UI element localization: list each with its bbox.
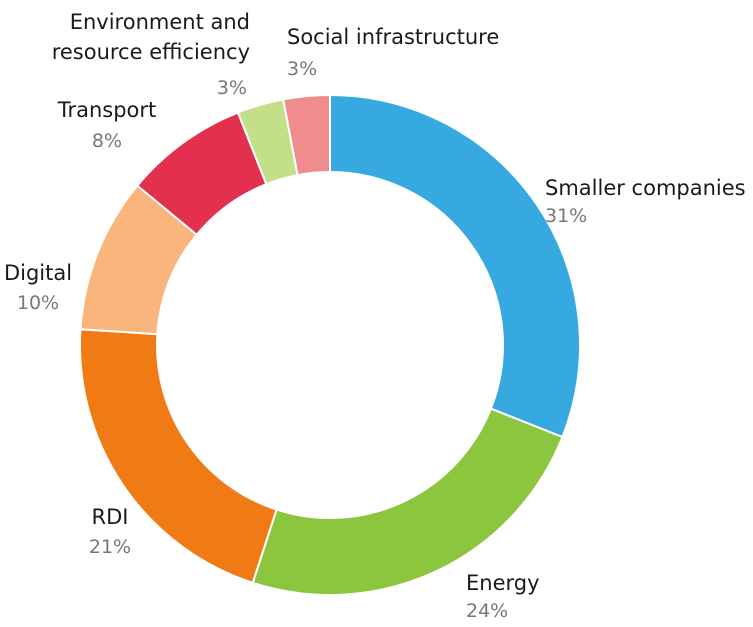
value-label-environment-and-resource-efficiency: 3% [217, 77, 247, 99]
value-label-smaller-companies: 31% [545, 205, 587, 227]
value-label-rdi: 21% [89, 536, 131, 558]
value-label-digital: 10% [17, 292, 59, 314]
label-smaller-companies: Smaller companies [545, 176, 746, 200]
slice-labels: Smaller companies 31% Energy 24% RDI 21% Digit… [4, 10, 746, 622]
label-social-infrastructure: Social infrastructure [287, 25, 499, 49]
label-energy: Energy [466, 571, 540, 595]
slice-energy [251, 407, 564, 596]
label-rdi: RDI [92, 505, 129, 529]
slice-smaller-companies [329, 93, 581, 439]
label-digital: Digital [4, 261, 72, 285]
slice-social-infrastructure [281, 93, 331, 177]
label-transport: Transport [57, 98, 157, 122]
label-environment-and-resource-efficiency: Environment and resource efficiency [52, 10, 250, 64]
slice-rdi [79, 328, 278, 585]
value-label-transport: 8% [92, 130, 122, 152]
value-label-social-infrastructure: 3% [287, 58, 317, 80]
value-label-energy: 24% [466, 600, 508, 622]
donut-slices [79, 93, 581, 596]
